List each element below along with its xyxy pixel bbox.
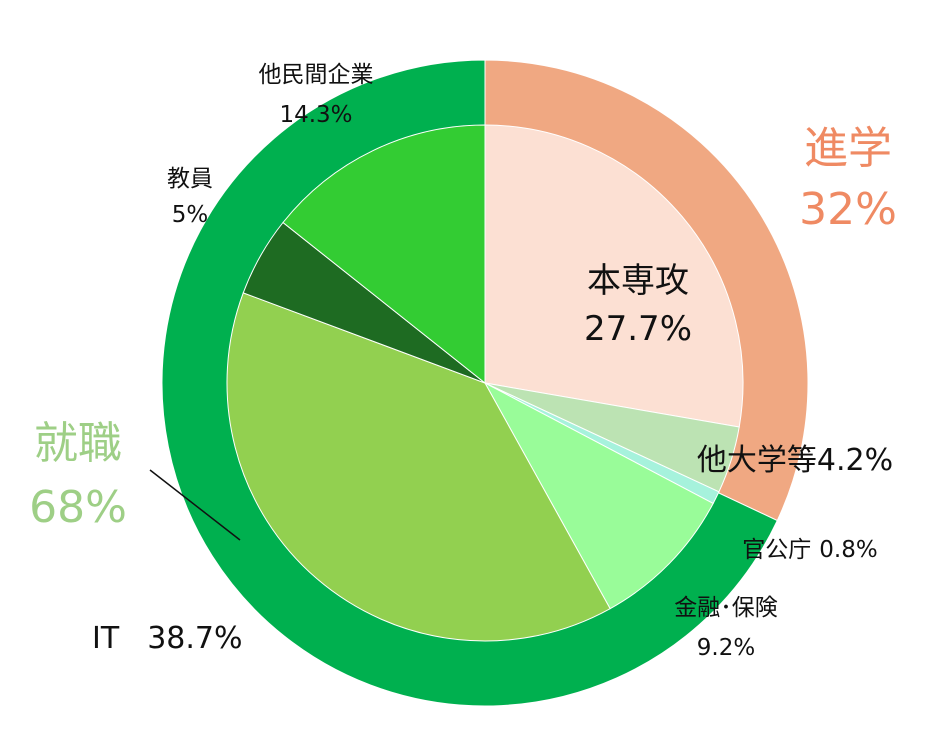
- slice-label-kinyu-value: 9.2%: [697, 635, 755, 661]
- outer-label-shingaku-value: 32%: [799, 184, 897, 235]
- inner-pie: [226, 124, 744, 642]
- outer-label-shingaku-name: 進学: [804, 123, 892, 174]
- slice-label-tadaigaku: 他大学等4.2%: [697, 443, 893, 478]
- outer-label-shushoku-value: 68%: [29, 482, 127, 533]
- slice-label-kyouin-name: 教員: [167, 166, 213, 192]
- slice-label-tadaigaku-value: 4.2%: [817, 443, 893, 478]
- slice-label-taminkan-value: 14.3%: [279, 102, 352, 128]
- outer-label-shushoku-name: 就職: [34, 418, 122, 469]
- slice-label-it: IT 38.7%: [92, 621, 243, 656]
- slice-label-honsenkou-value: 27.7%: [584, 309, 692, 349]
- slice-label-kankouchou-value: 0.8%: [819, 537, 877, 563]
- slice-label-tadaigaku-name: 他大学等: [697, 443, 817, 478]
- pie-slice-3: [483, 381, 714, 610]
- leader-line-it: [149, 469, 241, 541]
- slice-label-honsenkou-name: 本専攻: [587, 261, 689, 301]
- slice-label-it-name: IT: [92, 621, 120, 656]
- pie-slice-6: [282, 124, 486, 385]
- pie-slice-0: [484, 124, 744, 428]
- slice-label-kankouchou-name: 官公庁: [742, 537, 811, 563]
- slice-label-taminkan-name: 他民間企業: [259, 62, 374, 88]
- slice-label-it-value: 38.7%: [147, 621, 242, 656]
- pie-slice-4: [226, 292, 611, 642]
- slice-label-kyouin-value: 5%: [172, 202, 209, 228]
- slice-label-kinyu-name: 金融･保険: [674, 595, 778, 621]
- slice-label-kankouchou: 官公庁 0.8%: [742, 537, 877, 563]
